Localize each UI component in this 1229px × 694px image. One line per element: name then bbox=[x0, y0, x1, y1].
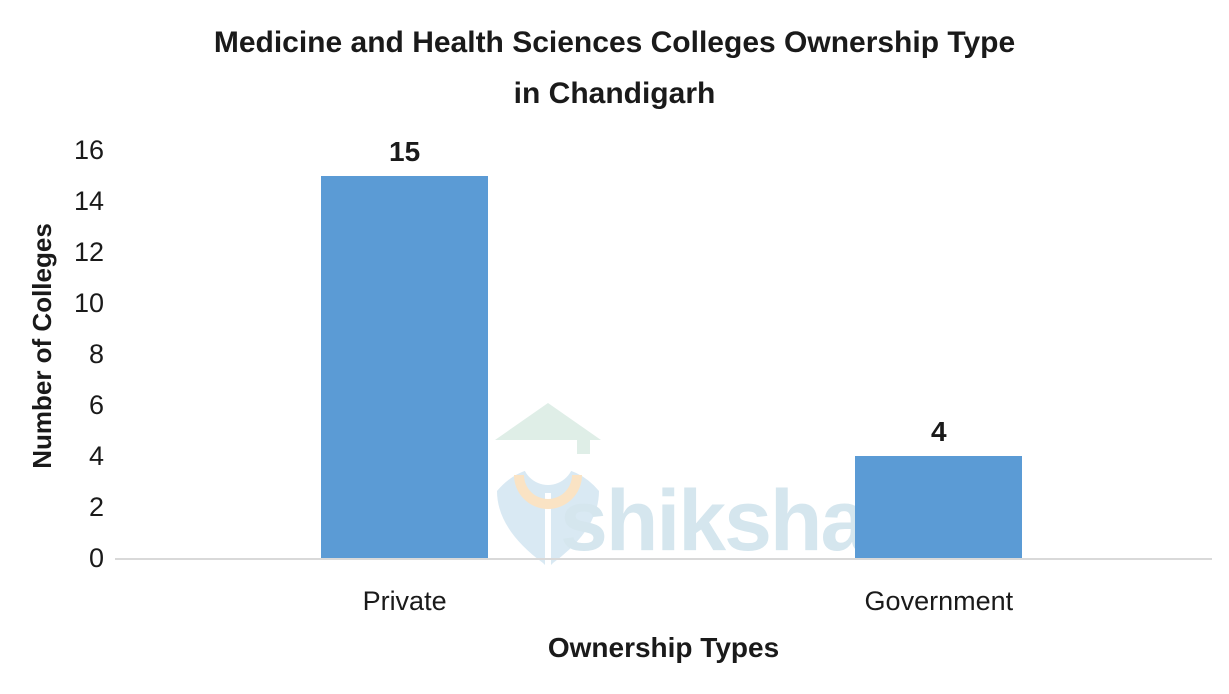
y-tick-label: 0 bbox=[88, 543, 104, 573]
category-label-private: Private bbox=[362, 586, 447, 616]
bar-value-label: 15 bbox=[389, 135, 421, 167]
bar-value-label: 4 bbox=[931, 416, 947, 447]
y-tick-label: 6 bbox=[88, 390, 104, 420]
y-tick-label: 12 bbox=[73, 237, 104, 267]
category-label-government: Government bbox=[864, 586, 1014, 616]
y-tick-label: 16 bbox=[73, 135, 104, 165]
y-tick-label: 10 bbox=[73, 288, 104, 318]
chart-title-line2: in Chandigarh bbox=[513, 77, 716, 110]
y-tick-label: 14 bbox=[73, 186, 104, 216]
y-tick-label: 4 bbox=[88, 441, 104, 471]
chart-title-line1: Medicine and Health Sciences Colleges Ow… bbox=[213, 26, 1016, 59]
bar-private bbox=[321, 175, 489, 558]
chart-title: Medicine and Health Sciences Colleges Ow… bbox=[0, 17, 1229, 119]
plot-area bbox=[115, 150, 1212, 560]
x-axis-title: Ownership Types bbox=[547, 632, 780, 663]
y-tick-label: 8 bbox=[88, 339, 104, 369]
bar-government bbox=[855, 456, 1023, 558]
y-tick-label: 2 bbox=[88, 492, 104, 522]
